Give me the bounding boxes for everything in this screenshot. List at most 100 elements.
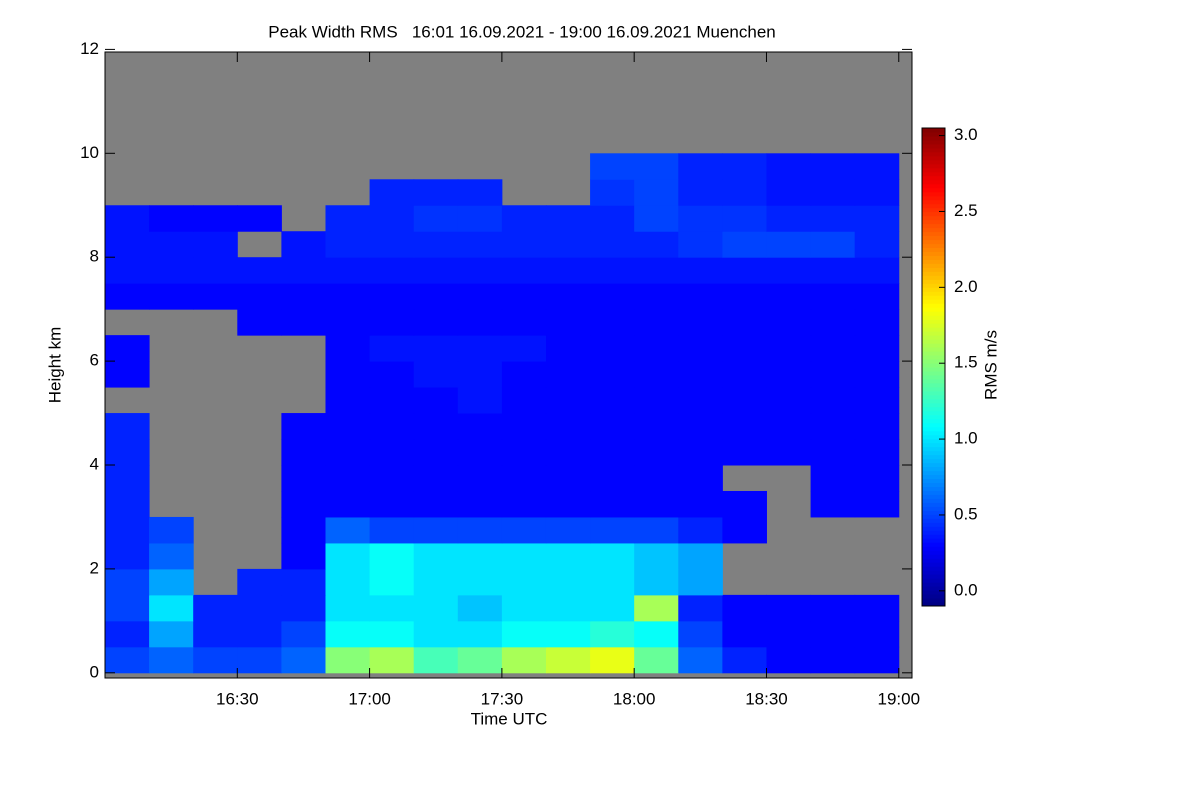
chart-title: Peak Width RMS 16:01 16.09.2021 - 19:00 … [268,22,776,41]
heatmap-cell [766,179,812,206]
heatmap-cell [413,335,459,362]
heatmap-cell [678,439,723,466]
colorbar-segment [922,183,945,189]
heatmap-cell [590,568,635,596]
colorbar-segment [922,454,945,460]
heatmap-cell [678,205,723,232]
heatmap-cell [501,594,547,622]
heatmap-cell [854,490,900,518]
heatmap-cell [325,490,371,518]
heatmap-cell [854,179,900,206]
heatmap-cell [722,231,767,258]
heatmap-cell [501,309,547,336]
heatmap-cell [590,646,635,674]
heatmap-cell [457,205,503,232]
heatmap-cell [281,413,326,440]
heatmap-cell [369,490,415,518]
heatmap-cell [766,309,812,336]
heatmap-cell [413,490,459,518]
heatmap-cell [501,439,547,466]
colorbar-segment [922,522,945,527]
colorbar-segment [922,582,945,587]
heatmap-cell [545,283,591,310]
heatmap-cell [105,516,150,544]
heatmap-cell [722,153,767,180]
heatmap-cell [413,646,459,674]
heatmap-cell [237,205,282,232]
colorbar-segment [922,223,945,229]
heatmap-cell [501,361,547,388]
heatmap-cell [237,568,282,596]
heatmap-cell [457,516,503,544]
heatmap-cell [854,361,900,388]
heatmap-cell [810,153,856,180]
colorbar-segment [922,518,945,523]
colorbar-segment [922,143,945,149]
heatmap-cell [634,231,679,258]
colorbar-segment [922,502,945,507]
colorbar-segment [922,363,945,368]
colorbar-segment [922,263,945,268]
colorbar-segment [922,315,945,320]
heatmap-cell [193,231,238,258]
heatmap-cell [369,231,415,258]
colorbar-segment [922,271,945,276]
heatmap-cell [457,620,503,648]
heatmap-cell [722,283,767,310]
heatmap-cell [193,620,238,648]
colorbar-segment [922,526,945,531]
colorbar-segment [922,554,945,559]
heatmap-cell [678,283,723,310]
colorbar-segment [922,319,945,324]
colorbar-segment [922,430,945,436]
colorbar-segment [922,147,945,153]
colorbar-segment [922,279,945,284]
colorbar-segment [922,398,945,404]
colorbar-segment [922,578,945,583]
heatmap-cell [457,257,503,284]
heatmap-cell [501,231,547,258]
heatmap-cell [501,335,547,362]
colorbar-segment [922,546,945,551]
heatmap-cell [545,594,591,622]
y-tick-label: 2 [90,558,99,577]
colorbar-segment [922,191,945,197]
heatmap-cell [149,646,194,674]
colorbar-tick-label: 1.0 [954,429,978,448]
heatmap-cell [325,620,371,648]
colorbar-segment [922,311,945,316]
heatmap-cell [590,620,635,648]
heatmap-cell [105,283,150,310]
heatmap-cell [413,620,459,648]
heatmap-cell [105,335,150,362]
heatmap-cell [281,283,326,310]
heatmap-cell [590,465,635,492]
colorbar-segment [922,167,945,173]
heatmap-cell [325,646,371,674]
colorbar-segment [922,139,945,145]
heatmap-cell [501,283,547,310]
x-tick-label: 19:00 [877,689,920,708]
heatmap-cell [413,361,459,388]
heatmap-cell [501,646,547,674]
heatmap-cell [545,231,591,258]
heatmap-cell [369,309,415,336]
heatmap-cell [149,257,194,284]
heatmap-cell [369,335,415,362]
heatmap-cell [369,257,415,284]
heatmap-cell [810,439,856,466]
colorbar-segment [922,474,945,480]
heatmap-cell [149,283,194,310]
heatmap-cell [545,490,591,518]
colorbar-segment [922,135,945,141]
colorbar-segment [922,243,945,248]
heatmap-cell [501,516,547,544]
heatmap-cell [590,413,635,440]
heatmap-cell [545,516,591,544]
colorbar-segment [922,510,945,515]
colorbar-segment [922,159,945,165]
colorbar-segment [922,446,945,452]
heatmap-cell [854,153,900,180]
colorbar-segment [922,458,945,464]
heatmap-cell [810,490,856,518]
